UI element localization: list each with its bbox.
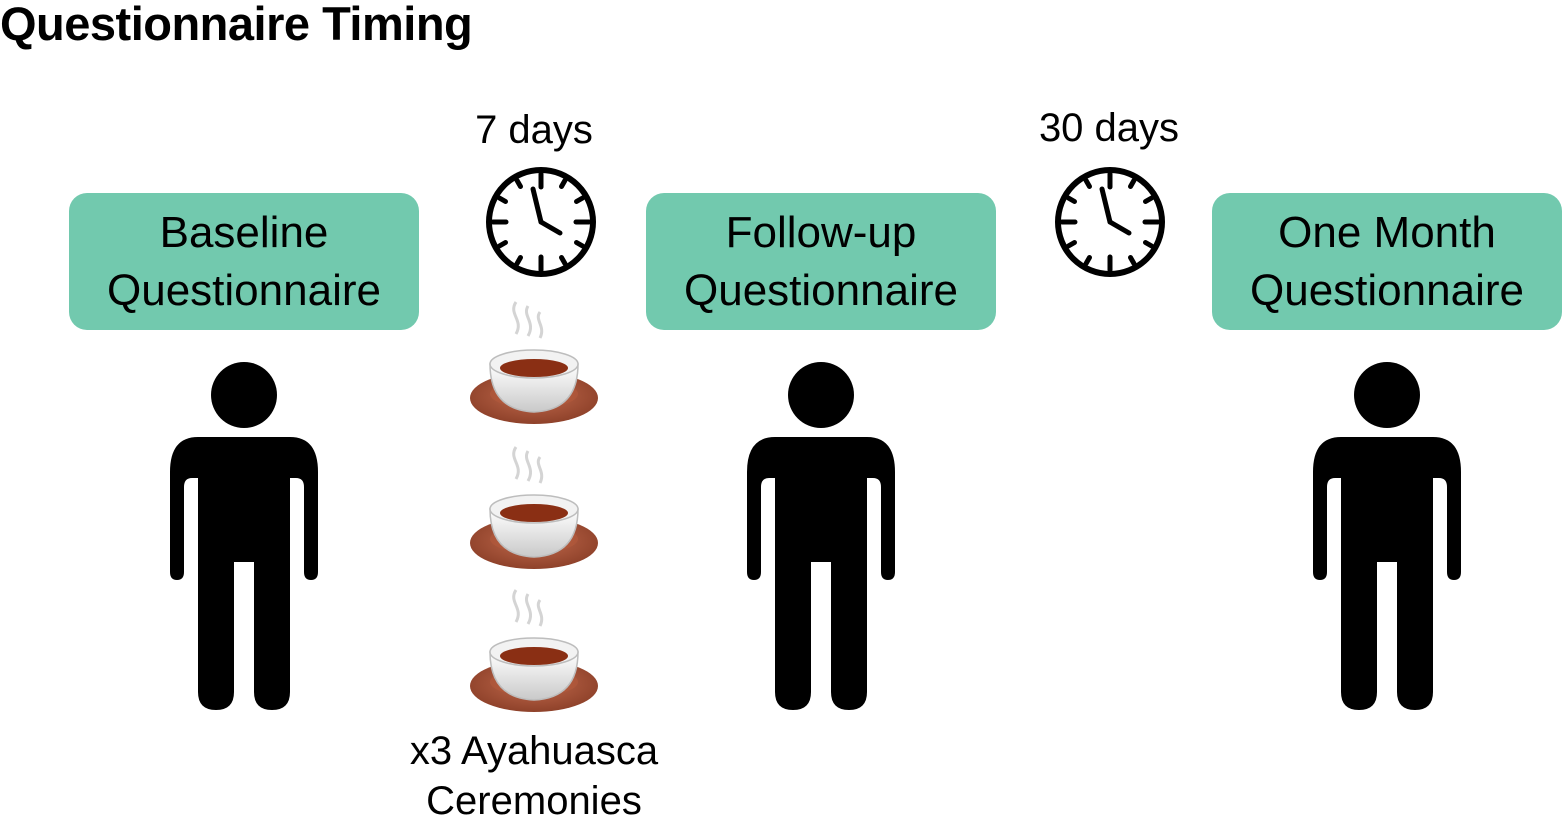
stage-label-line2: Questionnaire — [684, 265, 958, 315]
tea-cup-icon — [470, 446, 598, 569]
stage-label-line2: Questionnaire — [1250, 265, 1524, 315]
ceremonies-label-line2: Ceremonies — [426, 779, 642, 823]
tea-cup-icon — [470, 589, 598, 712]
stage-label-line1: One Month — [1278, 207, 1496, 257]
followup-questionnaire-box: Follow-up Questionnaire — [646, 193, 996, 330]
person-icon — [170, 362, 318, 710]
stage-label-line2: Questionnaire — [107, 265, 381, 315]
baseline-questionnaire-box: Baseline Questionnaire — [69, 193, 419, 330]
interval-7-days-label: 7 days — [475, 108, 593, 152]
diagram-title: Questionnaire Timing — [0, 0, 473, 50]
person-icon — [747, 362, 895, 710]
one-month-questionnaire-box: One Month Questionnaire — [1212, 193, 1562, 330]
interval-30-days-label: 30 days — [1038, 106, 1180, 150]
person-icon — [1313, 362, 1461, 710]
stage-label-line1: Follow-up — [725, 207, 917, 257]
tea-cup-icon — [470, 301, 598, 424]
ceremonies-label: x3 Ayahuasca Ceremonies — [384, 726, 684, 826]
clock-icon — [1055, 167, 1165, 277]
clock-icon — [486, 167, 596, 277]
stage-label-line1: Baseline — [159, 207, 329, 257]
ceremonies-label-line1: x3 Ayahuasca — [409, 729, 659, 773]
